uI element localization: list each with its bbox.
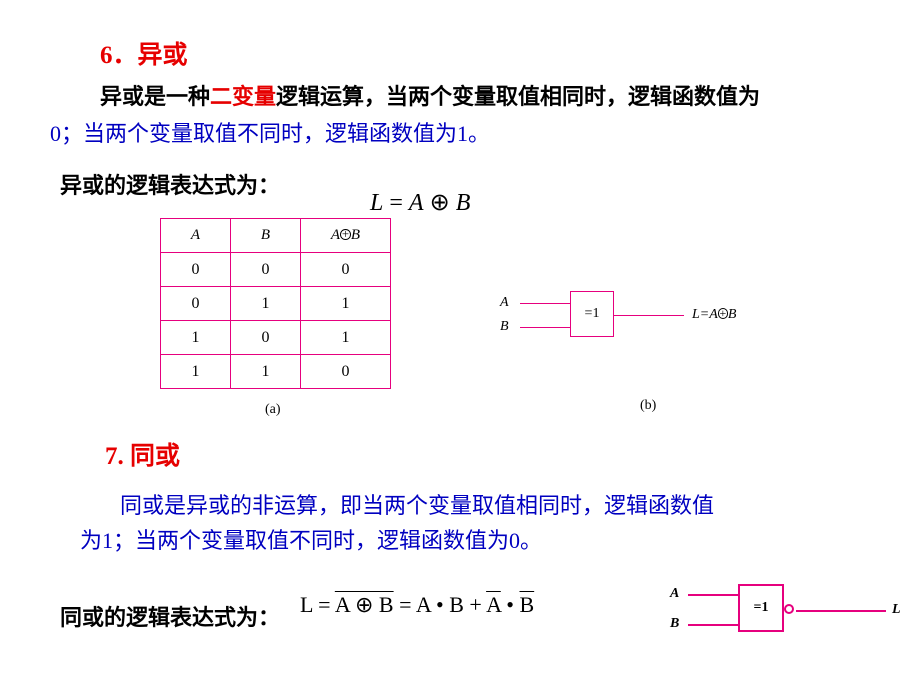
caption-b: (b)	[640, 398, 656, 414]
gate-input-b-label: B	[670, 616, 679, 632]
xor-gate-diagram: A B =1 L=A+B	[500, 285, 820, 355]
gate-output-label: L	[892, 602, 901, 618]
inverter-bubble-icon	[784, 604, 794, 614]
caption-a: (a)	[265, 402, 281, 418]
section-6-paragraph: 异或是一种二变量逻辑运算，当两个变量取值相同时，逻辑函数值为 0；当两个变量取值…	[50, 78, 870, 153]
xor-expression: L = A ⊕ B	[370, 188, 470, 217]
gate-output-label: L=A+B	[692, 307, 736, 323]
table-row: 011	[161, 287, 391, 321]
xnor-gate-diagram: A B =1 L	[670, 580, 920, 650]
table-row: 110	[161, 355, 391, 389]
section-7-heading: 7. 同或	[105, 436, 180, 472]
xor-expression-label: 异或的逻辑表达式为：	[60, 168, 280, 200]
gate-wire	[520, 303, 570, 304]
gate-body: =1	[570, 291, 614, 337]
xnor-expression: L = A ⊕ B = A • B + A • B	[300, 592, 534, 618]
gate-wire	[520, 327, 570, 328]
section-6-heading: 6．异或	[100, 35, 188, 71]
table-row: 101	[161, 321, 391, 355]
gate-wire	[688, 594, 738, 596]
table-row: 000	[161, 253, 391, 287]
gate-wire	[688, 624, 738, 626]
xor-truth-table: A B A+B 000 011 101 110	[160, 218, 391, 389]
gate-input-a-label: A	[500, 295, 509, 311]
gate-body: =1	[738, 584, 784, 632]
section-7-paragraph: 同或是异或的非运算，即当两个变量取值相同时，逻辑函数值 为1；当两个变量取值不同…	[80, 488, 860, 558]
xnor-expression-label: 同或的逻辑表达式为：	[60, 600, 280, 632]
table-header-row: A B A+B	[161, 219, 391, 253]
gate-input-a-label: A	[670, 586, 679, 602]
gate-wire	[614, 315, 684, 316]
gate-input-b-label: B	[500, 319, 509, 335]
gate-wire	[796, 610, 886, 612]
